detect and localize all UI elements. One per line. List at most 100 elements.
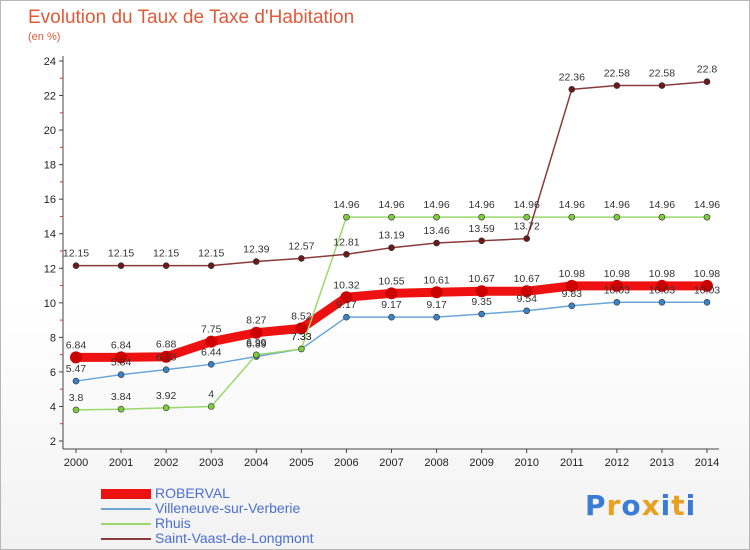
- data-point: [658, 298, 666, 306]
- data-label: 3.84: [111, 391, 132, 403]
- data-label: 14.96: [649, 199, 675, 211]
- data-point: [568, 213, 576, 221]
- data-point: [160, 350, 173, 363]
- data-label: 9.17: [381, 299, 402, 311]
- legend-label: Rhuis: [155, 515, 191, 531]
- data-point: [343, 250, 350, 258]
- data-point: [115, 351, 128, 364]
- data-label: 12.15: [198, 248, 224, 260]
- data-label: 6.44: [201, 346, 222, 358]
- data-label: 9.17: [426, 299, 447, 311]
- data-point: [658, 213, 666, 221]
- data-point: [252, 258, 260, 265]
- data-point: [298, 345, 305, 353]
- y-tick-label: 12: [44, 263, 56, 275]
- legend-swatch: [101, 489, 151, 499]
- data-label: 5.84: [111, 357, 132, 369]
- chart-title: Evolution du Taux de Taxe d'Habitation: [28, 7, 355, 28]
- data-label: 14.96: [333, 199, 359, 211]
- x-tick-label: 2010: [514, 457, 538, 469]
- data-label: 12.15: [108, 248, 134, 260]
- data-point: [162, 366, 170, 373]
- data-label: 10.03: [649, 284, 675, 296]
- data-label: 14.96: [604, 199, 630, 211]
- data-label: 22.58: [649, 68, 675, 80]
- x-tick-label: 2012: [605, 457, 629, 469]
- data-point: [433, 313, 440, 321]
- data-label: 8.52: [291, 310, 312, 322]
- data-point: [433, 239, 440, 247]
- data-label: 5.47: [66, 363, 87, 375]
- data-label: 14.96: [378, 199, 404, 211]
- data-point: [478, 213, 485, 221]
- data-point: [613, 298, 621, 306]
- data-point: [655, 279, 668, 292]
- data-label: 7.33: [291, 331, 312, 343]
- data-point: [343, 213, 350, 221]
- data-point: [117, 405, 125, 413]
- data-label: 10.67: [514, 273, 540, 285]
- data-label: 10.98: [694, 268, 720, 280]
- data-point: [72, 262, 80, 269]
- data-label: 8.27: [246, 315, 267, 327]
- data-label: 13.19: [378, 230, 404, 242]
- data-point: [340, 291, 353, 304]
- data-point: [298, 255, 305, 262]
- data-point: [703, 298, 711, 306]
- data-label: 22.36: [559, 71, 585, 83]
- data-label: 14.96: [514, 199, 540, 211]
- x-tick-label: 2014: [695, 457, 719, 469]
- data-point: [70, 351, 82, 364]
- data-point: [520, 285, 533, 298]
- x-tick-label: 2001: [109, 457, 133, 469]
- data-label: 6.13: [156, 352, 177, 364]
- data-point: [207, 403, 215, 410]
- data-point: [568, 86, 576, 93]
- y-tick-label: 14: [44, 229, 56, 241]
- data-label: 22.8: [697, 64, 718, 76]
- data-label: 6.99: [246, 337, 267, 349]
- data-point: [117, 262, 125, 269]
- data-label: 12.15: [153, 248, 179, 260]
- data-label: 3.8: [69, 392, 84, 404]
- x-tick-label: 2009: [469, 457, 493, 469]
- data-point: [385, 287, 398, 300]
- data-label: 10.03: [694, 284, 720, 296]
- logo-letter: o: [621, 489, 642, 522]
- data-label: 13.46: [423, 225, 449, 237]
- y-tick-label: 24: [44, 56, 56, 68]
- y-tick-label: 16: [44, 194, 56, 206]
- data-label: 6.89: [246, 339, 267, 351]
- data-point: [162, 262, 170, 269]
- data-point: [523, 213, 531, 221]
- data-point: [343, 313, 350, 321]
- data-point: [207, 361, 215, 368]
- legend-swatch: [101, 538, 151, 540]
- y-tick-label: 4: [50, 401, 56, 413]
- logo-letter: i: [685, 489, 697, 522]
- data-label: 10.98: [649, 268, 675, 280]
- data-point: [72, 406, 80, 414]
- data-point: [613, 213, 621, 221]
- x-tick-label: 2013: [650, 457, 674, 469]
- legend-label: ROBERVAL: [155, 485, 230, 501]
- data-point: [252, 351, 260, 359]
- x-tick-label: 2004: [244, 457, 268, 469]
- logo-letter: i: [660, 489, 672, 522]
- data-label: 9.83: [562, 288, 583, 300]
- data-label: 9.17: [336, 299, 357, 311]
- logo-letter: x: [641, 489, 661, 522]
- x-tick-label: 2007: [379, 457, 403, 469]
- data-point: [523, 307, 531, 315]
- data-point: [388, 244, 395, 252]
- data-label: 12.81: [333, 236, 359, 248]
- data-point: [658, 82, 666, 89]
- data-point: [613, 82, 621, 89]
- data-label: 13.59: [469, 223, 495, 235]
- data-label: 6.88: [156, 339, 177, 351]
- logo-letter: P: [585, 489, 607, 522]
- data-point: [205, 335, 218, 348]
- y-tick-label: 22: [44, 91, 56, 103]
- data-label: 22.58: [604, 68, 630, 80]
